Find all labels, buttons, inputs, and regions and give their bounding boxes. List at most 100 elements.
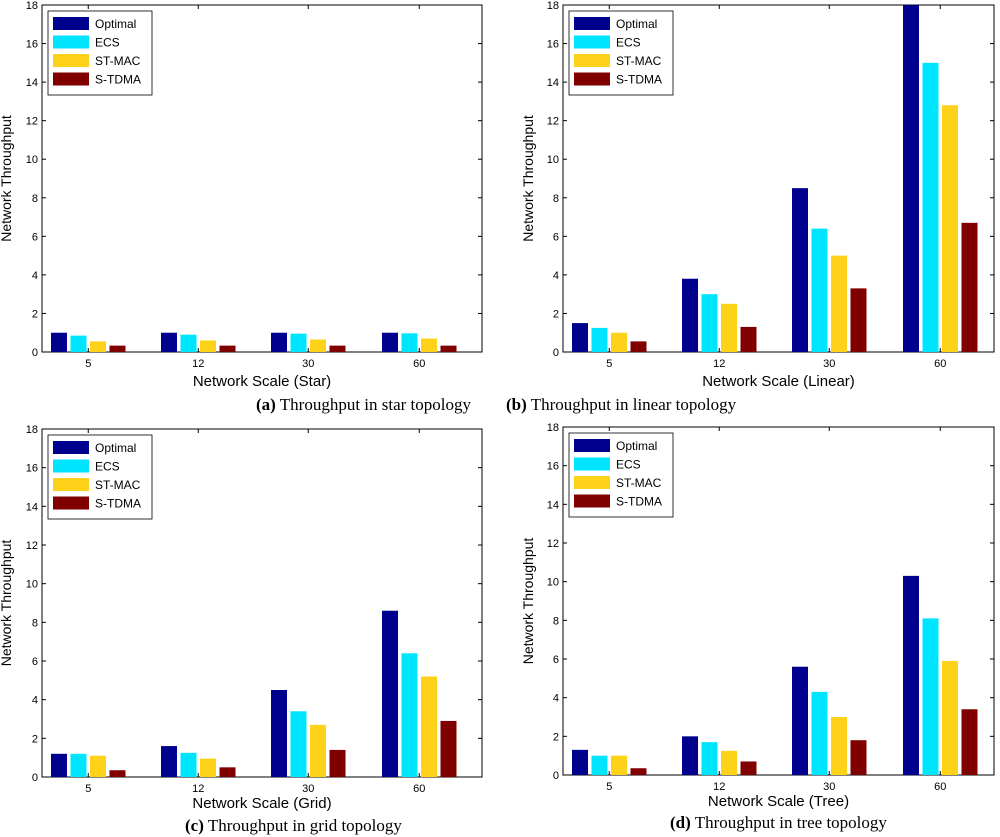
bar-ecs-60 — [401, 653, 418, 777]
bar-s-tdma-5 — [109, 770, 126, 777]
y-tick-label: 18 — [26, 424, 38, 436]
bar-st-mac-30 — [831, 717, 847, 775]
legend-label: S-TDMA — [616, 495, 662, 509]
legend-swatch-s-tdma — [53, 496, 89, 510]
legend-swatch-st-mac — [53, 54, 89, 67]
legend: Optimal ECS ST-MAC S-TDMA — [47, 10, 153, 96]
legend-swatch-s-tdma — [574, 494, 610, 508]
x-tick-label: 60 — [413, 783, 425, 795]
bar-ecs-5 — [591, 327, 608, 352]
legend-label: Optimal — [95, 17, 136, 31]
x-tick-label: 30 — [302, 783, 314, 795]
bar-optimal-30 — [271, 332, 287, 352]
bar-st-mac-30 — [310, 339, 326, 352]
y-tick-label: 8 — [553, 193, 559, 205]
axes-box — [41, 4, 483, 353]
y-tick-label: 6 — [32, 656, 38, 668]
caption-label: (a) — [256, 395, 276, 414]
figure-caption: (b) Throughput in linear topology — [506, 395, 737, 414]
x-tick-label: 12 — [713, 781, 725, 793]
legend-label: ECS — [616, 458, 641, 472]
bar-st-mac-60 — [421, 338, 437, 352]
bar-optimal-30 — [792, 188, 808, 352]
y-tick-label: 12 — [26, 540, 38, 552]
y-tick-label: 12 — [547, 116, 559, 128]
legend-label: ECS — [95, 460, 120, 474]
bar-s-tdma-5 — [630, 768, 647, 775]
x-tick-label: 5 — [85, 783, 91, 795]
bar-s-tdma-12 — [740, 326, 757, 352]
x-axis-label: Network Scale (Grid) — [192, 795, 331, 812]
legend-swatch-optimal — [53, 17, 89, 30]
legend-label: S-TDMA — [95, 73, 141, 87]
x-tick-label: 60 — [934, 358, 946, 370]
bar-optimal-12 — [161, 746, 177, 777]
y-tick-label: 0 — [32, 347, 38, 359]
y-tick-label: 0 — [553, 347, 559, 359]
chart-panel-1: 0 2 4 6 8 10 12 14 16 18 5 12 30 60 Network Scale (Lin… — [506, 0, 995, 414]
bar-ecs-5 — [70, 753, 87, 777]
y-tick-label: 4 — [553, 693, 559, 705]
bar-st-mac-30 — [831, 255, 847, 352]
y-tick-label: 10 — [26, 154, 38, 166]
bar-s-tdma-12 — [740, 761, 757, 775]
caption-text: Throughput in linear topology — [527, 395, 737, 414]
x-tick-label: 12 — [192, 783, 204, 795]
y-tick-label: 0 — [553, 770, 559, 782]
y-tick-label: 12 — [547, 538, 559, 550]
bar-s-tdma-60 — [440, 345, 457, 352]
y-tick-label: 16 — [26, 39, 38, 51]
bar-optimal-12 — [161, 332, 177, 352]
y-tick-label: 10 — [547, 154, 559, 166]
y-tick-label: 16 — [26, 463, 38, 475]
legend: Optimal ECS ST-MAC S-TDMA — [47, 434, 153, 520]
bar-ecs-30 — [811, 691, 828, 775]
y-tick-label: 10 — [547, 577, 559, 589]
legend-swatch-st-mac — [53, 478, 89, 491]
x-tick-label: 30 — [823, 781, 835, 793]
bar-optimal-12 — [682, 736, 698, 775]
y-axis-label: Network Throughput — [520, 538, 536, 665]
y-tick-label: 12 — [26, 116, 38, 128]
bar-ecs-30 — [811, 228, 828, 352]
legend-swatch-s-tdma — [574, 72, 610, 86]
legend-label: ST-MAC — [95, 54, 141, 68]
bar-ecs-12 — [180, 752, 197, 777]
y-tick-label: 14 — [547, 499, 559, 511]
y-tick-label: 18 — [547, 422, 559, 434]
x-tick-label: 12 — [713, 358, 725, 370]
bar-s-tdma-12 — [219, 767, 236, 777]
bar-s-tdma-60 — [961, 222, 978, 352]
x-tick-label: 5 — [606, 781, 612, 793]
legend-label: ECS — [616, 36, 641, 50]
bar-s-tdma-5 — [109, 345, 126, 352]
bar-ecs-30 — [290, 711, 307, 777]
bar-optimal-60 — [382, 610, 398, 777]
legend-swatch-s-tdma — [53, 72, 89, 86]
bar-s-tdma-5 — [630, 341, 647, 352]
y-tick-label: 16 — [547, 39, 559, 51]
bar-optimal-5 — [51, 753, 67, 777]
y-tick-label: 2 — [32, 308, 38, 320]
bar-st-mac-60 — [421, 676, 437, 777]
bar-ecs-60 — [922, 618, 939, 775]
caption-text: Throughput in star topology — [276, 395, 472, 414]
bar-s-tdma-60 — [440, 720, 457, 777]
y-tick-label: 4 — [553, 270, 559, 282]
y-tick-label: 4 — [32, 695, 38, 707]
bar-s-tdma-60 — [961, 709, 978, 775]
y-axis-label: Network Throughput — [0, 540, 14, 667]
legend-label: ST-MAC — [616, 54, 662, 68]
legend-label: Optimal — [616, 17, 657, 31]
legend-label: ST-MAC — [95, 478, 141, 492]
legend-swatch-ecs — [53, 459, 89, 473]
legend-label: S-TDMA — [616, 73, 662, 87]
y-axis-label: Network Throughput — [0, 115, 14, 242]
caption-label: (b) — [506, 395, 527, 414]
y-tick-label: 8 — [553, 615, 559, 627]
bar-optimal-60 — [903, 5, 919, 352]
legend-swatch-ecs — [574, 35, 610, 49]
legend-label: ST-MAC — [616, 476, 662, 490]
x-tick-label: 60 — [934, 781, 946, 793]
bar-ecs-30 — [290, 333, 307, 352]
